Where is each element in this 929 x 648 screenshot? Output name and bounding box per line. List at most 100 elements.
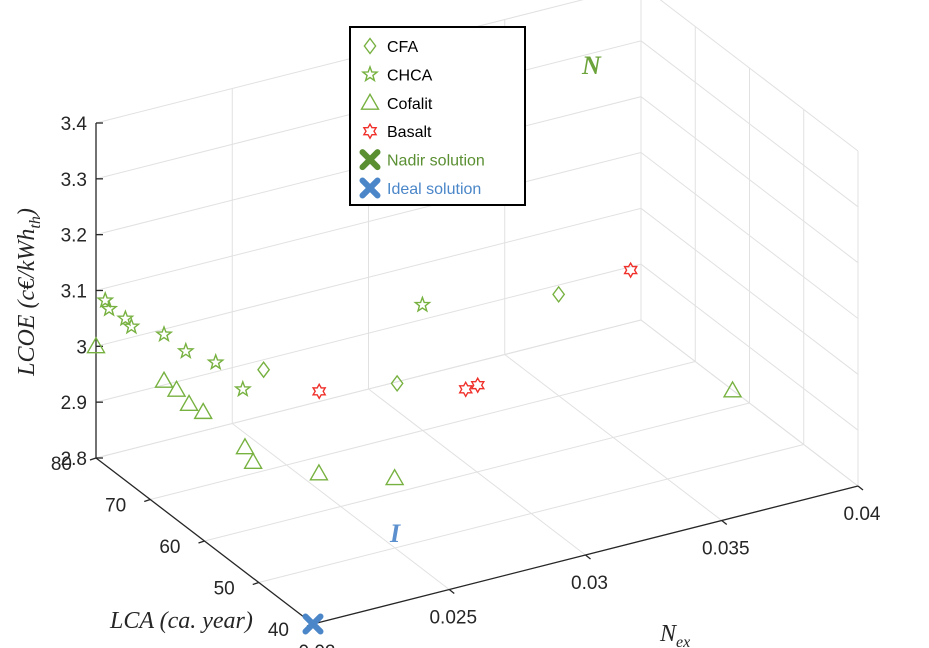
point-cfa — [257, 361, 271, 379]
hexagram-marker — [470, 376, 486, 394]
point-chca — [96, 290, 115, 309]
point-chca — [154, 324, 174, 343]
triangle-marker — [722, 380, 743, 398]
triangle-marker — [309, 463, 329, 481]
star-marker — [360, 64, 380, 83]
point-basalt — [458, 380, 474, 398]
z-tick-label: 2.9 — [61, 393, 87, 414]
point-cofalit — [193, 402, 213, 420]
legend-label-ideal-solution: Ideal solution — [387, 181, 481, 198]
point-cofalit — [235, 437, 255, 455]
gridline — [95, 319, 642, 459]
annotation-nadir-label: N — [581, 51, 602, 80]
z-tick-label: 3.1 — [61, 282, 87, 303]
star-marker — [116, 309, 135, 327]
star-marker — [176, 341, 195, 359]
point-cfa — [552, 285, 566, 304]
tick-labels: 0.02 0.025 0.03 0.035 0.04 40 50 60 70 802.8 2.9 3 3… — [51, 114, 881, 648]
x-tick-mark — [448, 588, 455, 595]
legend-label-basalt: Basalt — [387, 124, 432, 141]
z-tick-label: 3.4 — [61, 114, 88, 135]
y-tick-mark — [198, 540, 205, 544]
z-tick-label: 2.8 — [61, 449, 87, 470]
point-cofalit — [154, 370, 174, 388]
star-marker — [99, 299, 119, 317]
gridline — [659, 0, 859, 152]
legend-label-chca: CHCA — [387, 67, 433, 84]
legend-marker-chca — [360, 64, 380, 83]
z-tick-label: 3.3 — [61, 170, 87, 191]
data-points — [86, 261, 743, 635]
point-chca — [206, 352, 225, 371]
gridline — [640, 40, 859, 208]
y-tick-label: 80 — [51, 454, 72, 475]
x-stroke — [359, 177, 381, 199]
x-stroke — [359, 149, 381, 171]
point-chca — [116, 309, 135, 327]
point-cofalit — [166, 379, 187, 397]
legend-label-cofalit: Cofalit — [387, 96, 433, 113]
z-tick-label: 3 — [76, 337, 87, 358]
point-chca — [233, 379, 252, 398]
point-cofalit — [309, 463, 329, 481]
y-axis-label: LCA (ca. year) — [109, 608, 253, 634]
legend-label-cfa: CFA — [387, 39, 418, 56]
legend-marker-nadir-solution — [359, 149, 381, 171]
gridline — [640, 207, 859, 375]
star-marker — [206, 352, 225, 371]
triangle-marker — [86, 336, 106, 354]
point-cofalit — [179, 394, 199, 412]
diamond-marker — [390, 374, 404, 393]
y-tick-mark — [89, 457, 97, 461]
legend-marker-cofalit — [360, 92, 380, 110]
hexagram-marker — [458, 380, 474, 398]
legend-label-nadir-solution: Nadir solution — [387, 153, 485, 170]
hexagram-marker — [362, 122, 378, 140]
x-tick-label: 0.03 — [571, 573, 608, 594]
point-cfa — [390, 374, 404, 393]
hexagram-marker — [623, 261, 638, 279]
legend: CFA CHCA Cofalit Basalt Nadir solution Ideal … — [349, 26, 526, 206]
y-tick-label: 70 — [105, 496, 126, 517]
point-cofalit — [86, 336, 106, 354]
x-stroke — [302, 613, 324, 635]
star-marker — [122, 317, 141, 335]
legend-marker-basalt — [362, 122, 378, 140]
x-tick-mark — [857, 485, 864, 491]
x-tick-mark — [585, 554, 591, 560]
gridline — [640, 263, 859, 431]
legend-box — [349, 26, 526, 206]
x-tick-label: 0.025 — [429, 608, 477, 629]
gridline — [95, 207, 642, 347]
x-tick-label: 0.02 — [299, 642, 336, 648]
triangle-marker — [360, 92, 380, 110]
triangle-marker — [154, 370, 174, 388]
gridline — [95, 263, 642, 403]
triangle-marker — [179, 394, 199, 412]
gridline — [95, 152, 642, 291]
point-basalt — [470, 376, 486, 394]
point-ideal-solution — [302, 613, 324, 635]
hexagram-marker — [311, 382, 327, 400]
z-tick-label: 3.2 — [61, 226, 87, 247]
star-marker — [413, 295, 432, 313]
diamond-marker — [552, 285, 566, 304]
point-basalt — [311, 382, 327, 400]
y-tick-label: 50 — [214, 579, 235, 600]
diamond-marker — [257, 361, 271, 379]
gridline — [204, 402, 750, 542]
gridline — [640, 96, 859, 264]
triangle-marker — [193, 402, 213, 420]
point-chca — [99, 299, 119, 317]
gridline — [640, 152, 859, 319]
x-axis-label: Nex — [659, 621, 690, 648]
x-tick-mark — [721, 519, 728, 526]
annotation-ideal-label: I — [389, 519, 401, 548]
point-basalt — [623, 261, 638, 279]
point-cofalit — [243, 452, 263, 470]
star-marker — [154, 324, 174, 343]
x-tick-label: 0.04 — [844, 504, 881, 525]
y-tick-mark — [144, 498, 151, 503]
triangle-marker — [235, 437, 255, 455]
